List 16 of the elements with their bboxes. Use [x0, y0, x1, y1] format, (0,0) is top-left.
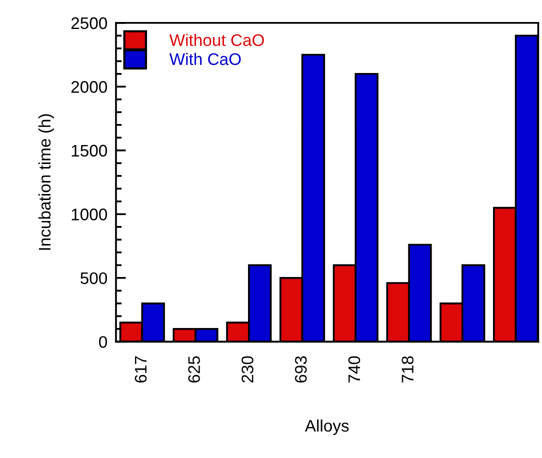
y-tick-label: 0 [99, 336, 108, 348]
y-tick-label: 2000 [71, 81, 108, 93]
x-tick-label: 230 [242, 356, 254, 383]
y-tick-label: 1000 [72, 208, 108, 220]
y-tick-label: 2500 [71, 17, 108, 30]
legend-label: With CaO [169, 52, 241, 66]
x-tick-label: 617 [134, 356, 147, 383]
y-axis-title: Incubation time (h) [38, 114, 54, 250]
x-tick-label: 740 [348, 356, 360, 383]
y-tick-label: 1500 [72, 144, 108, 157]
x-axis-title: Alloys [304, 419, 349, 436]
y-tick-label: 500 [80, 272, 108, 284]
x-tick-label: 693 [294, 356, 307, 383]
x-tick-label: 625 [188, 356, 200, 383]
x-tick-label: 718 [402, 356, 414, 383]
legend-label: Without CaO [169, 34, 264, 46]
